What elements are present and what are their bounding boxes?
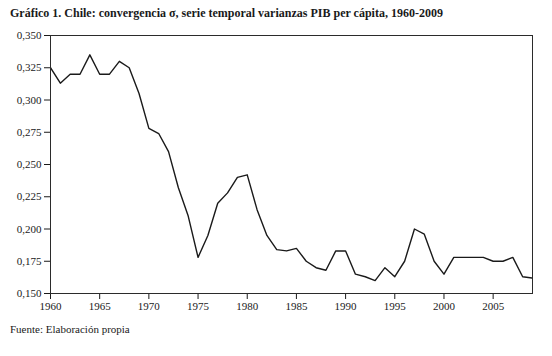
- svg-text:1970: 1970: [138, 300, 161, 312]
- svg-text:1975: 1975: [187, 300, 210, 312]
- html-text:Gráfico 1. Chile: convergencia: Gráfico 1. Chile: convergencia σ, serie …: [10, 6, 443, 20]
- svg-text:0,350: 0,350: [17, 29, 42, 41]
- svg-text:0,175: 0,175: [17, 255, 42, 267]
- svg-text:0,300: 0,300: [17, 94, 42, 106]
- svg-text:0,200: 0,200: [17, 223, 42, 235]
- html-text:Fuente: Elaboración propia: Fuente: Elaboración propia: [10, 323, 130, 335]
- svg-text:1985: 1985: [285, 300, 308, 312]
- svg-text:1990: 1990: [335, 300, 358, 312]
- svg-text:0,225: 0,225: [17, 190, 42, 202]
- svg-text:1965: 1965: [89, 300, 112, 312]
- svg-text:0,250: 0,250: [17, 158, 42, 170]
- svg-text:2000: 2000: [433, 300, 456, 312]
- svg-text:0,150: 0,150: [17, 287, 42, 299]
- svg-text:1995: 1995: [384, 300, 407, 312]
- svg-text:1960: 1960: [40, 300, 63, 312]
- svg-text:0,325: 0,325: [17, 61, 42, 73]
- svg-text:2005: 2005: [482, 300, 505, 312]
- svg-text:1980: 1980: [236, 300, 258, 312]
- svg-text:0,275: 0,275: [17, 126, 42, 138]
